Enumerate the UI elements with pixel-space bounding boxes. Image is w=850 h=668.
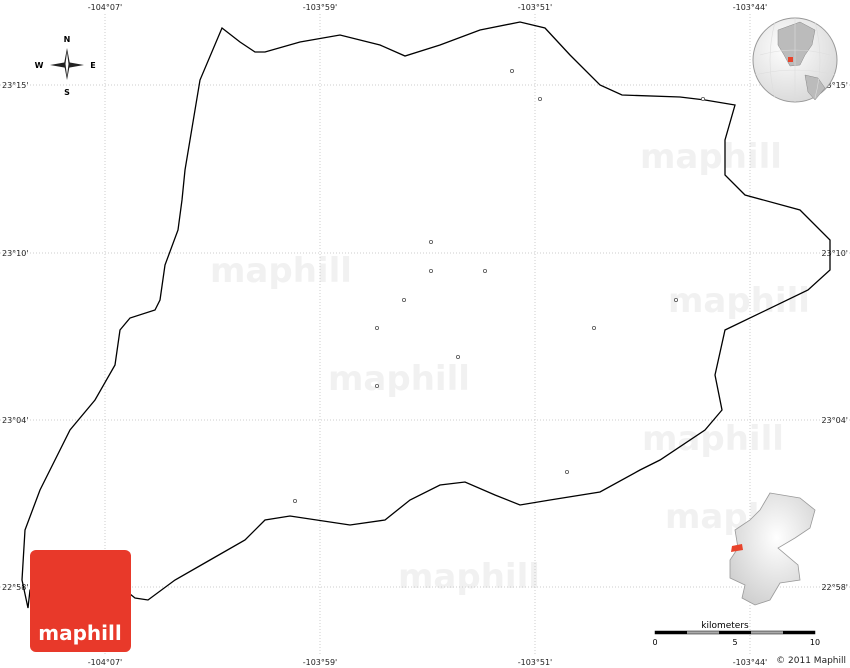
state-locator (729, 492, 816, 606)
globe-locator (752, 17, 838, 103)
svg-text:-104°07': -104°07' (88, 3, 123, 12)
watermark: maphill (668, 281, 810, 321)
svg-text:22°58': 22°58' (2, 583, 29, 592)
graticule (0, 14, 850, 656)
svg-text:-103°59': -103°59' (303, 658, 338, 667)
settlement-dot (428, 239, 433, 244)
latitude-labels-right: 23°15' 23°10' 23°04' 22°58' (821, 81, 848, 592)
watermark: maphill (328, 359, 470, 399)
svg-text:0: 0 (652, 638, 657, 647)
svg-text:-103°51': -103°51' (518, 3, 553, 12)
compass-w: W (35, 61, 44, 70)
settlement-dot (482, 268, 487, 273)
watermark: maphill (642, 419, 784, 459)
svg-text:23°10': 23°10' (2, 249, 29, 258)
scale-unit: kilometers (701, 621, 749, 631)
longitude-labels-top: -104°07' -103°59' -103°51' -103°44' (88, 3, 768, 12)
svg-text:5: 5 (732, 638, 737, 647)
svg-text:23°04': 23°04' (821, 416, 848, 425)
svg-text:-103°44': -103°44' (733, 658, 768, 667)
svg-text:-104°07': -104°07' (88, 658, 123, 667)
watermark: maphill (640, 137, 782, 177)
settlement-dot (674, 297, 679, 302)
settlement-dot (701, 97, 706, 102)
settlements (292, 69, 706, 503)
settlement-dot (538, 97, 543, 102)
copyright: © 2011 Maphill (776, 656, 846, 666)
latitude-labels-left: 23°15' 23°10' 23°04' 22°58' (2, 81, 29, 592)
globe-highlight (788, 57, 793, 62)
svg-text:23°04': 23°04' (2, 416, 29, 425)
longitude-labels-bottom: -104°07' -103°59' -103°51' -103°44' (88, 658, 768, 667)
settlement-dot (428, 268, 433, 273)
settlement-dot (374, 383, 379, 388)
watermark: maphill (210, 251, 352, 291)
compass-e: E (90, 61, 95, 70)
settlement-dot (401, 297, 406, 302)
settlement-dot (592, 325, 597, 330)
maphill-logo[interactable]: maphill (30, 550, 131, 652)
settlement-dot (374, 325, 379, 330)
watermark: maphill (398, 557, 540, 597)
svg-text:10: 10 (810, 638, 820, 647)
region-highlight (731, 544, 743, 552)
compass-s: S (64, 88, 70, 97)
settlement-dot (292, 498, 297, 503)
svg-text:-103°51': -103°51' (518, 658, 553, 667)
svg-text:23°15': 23°15' (2, 81, 29, 90)
settlement-dot (565, 469, 570, 474)
compass-n: N (64, 35, 71, 44)
svg-text:22°58': 22°58' (821, 583, 848, 592)
scale-bar: kilometers 0 5 10 (652, 621, 820, 647)
svg-text:maphill: maphill (38, 621, 121, 645)
svg-text:-103°44': -103°44' (733, 3, 768, 12)
watermarks: maphill maphill maphill maphill maphill … (210, 137, 810, 597)
region-boundary (21, 21, 831, 609)
settlement-dot (455, 354, 460, 359)
svg-text:23°15': 23°15' (821, 81, 848, 90)
svg-text:-103°59': -103°59' (303, 3, 338, 12)
compass-rose: N S E W (35, 35, 96, 97)
svg-text:23°10': 23°10' (821, 249, 848, 258)
settlement-dot (509, 69, 514, 74)
